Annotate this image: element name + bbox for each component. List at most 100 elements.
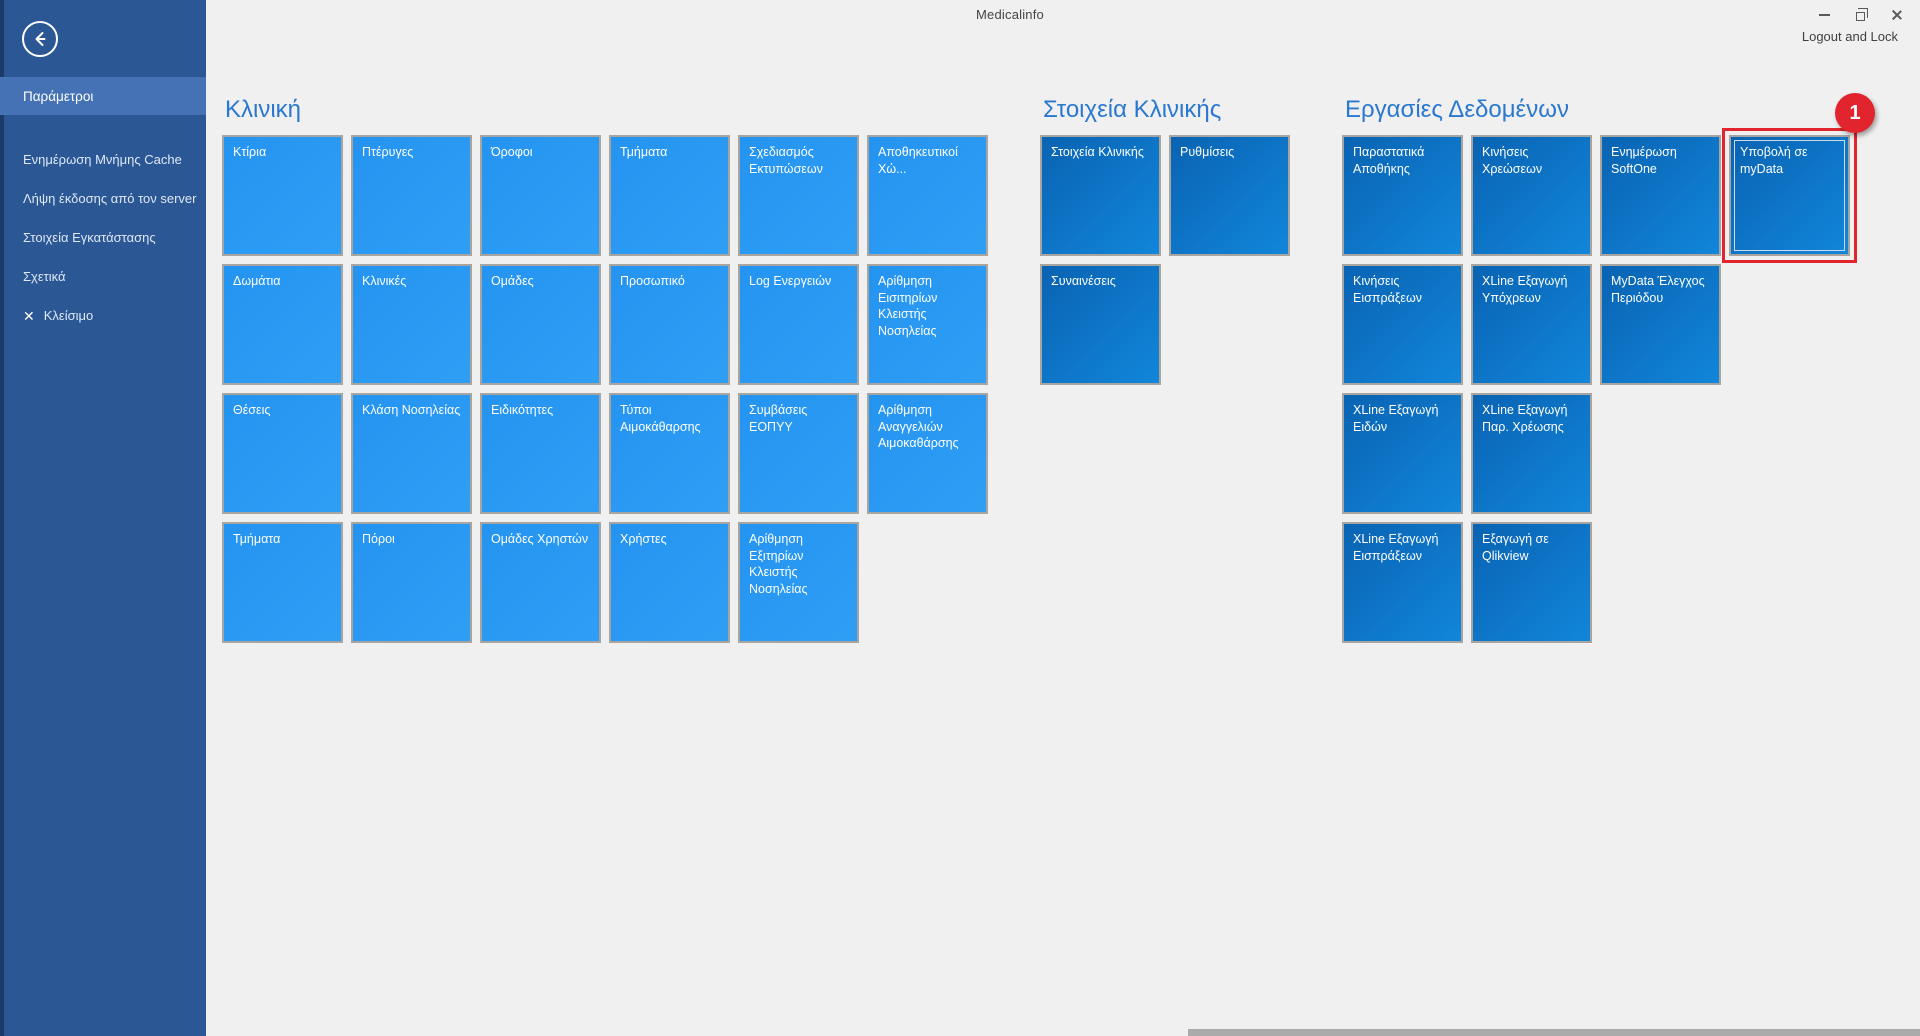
tile[interactable]: Ρυθμίσεις: [1169, 135, 1290, 256]
tile-label: Στοιχεία Κλινικής: [1051, 145, 1144, 159]
tile[interactable]: Αρίθμηση Αναγγελιών Αιμοκαθάρσης: [867, 393, 988, 514]
tile-label: Θέσεις: [233, 403, 271, 417]
back-button[interactable]: [22, 21, 58, 57]
tile-label: Σχεδιασμός Εκτυπώσεων: [749, 145, 823, 176]
tile[interactable]: Τμήματα: [222, 522, 343, 643]
tile[interactable]: Παραστατικά Αποθήκης: [1342, 135, 1463, 256]
tile[interactable]: Θέσεις: [222, 393, 343, 514]
tile[interactable]: Υποβολή σε myData: [1729, 135, 1850, 256]
tile[interactable]: Ενημέρωση SoftOne: [1600, 135, 1721, 256]
tile[interactable]: Ειδικότητες: [480, 393, 601, 514]
group-title: Εργασίες Δεδομένων: [1345, 96, 1569, 123]
tile[interactable]: Αρίθμηση Εισιτηρίων Κλειστής Νοσηλείας: [867, 264, 988, 385]
tile[interactable]: Κτίρια: [222, 135, 343, 256]
tile[interactable]: Αποθηκευτικοί Χώ...: [867, 135, 988, 256]
sidebar-item-label: Στοιχεία Εγκατάστασης: [23, 230, 156, 245]
tile-grid: Στοιχεία Κλινικής Ρυθμίσεις Συναινέσεις: [1040, 135, 1290, 385]
group-title: Κλινική: [225, 96, 302, 123]
tile-label: Ομάδες: [491, 274, 534, 288]
restore-icon: [1855, 8, 1868, 21]
tile-label: Τμήματα: [233, 532, 281, 546]
sidebar-nav: Ενημέρωση Μνήμης Cache Λήψη έκδοσης από τ…: [0, 140, 206, 335]
tile[interactable]: Τύποι Αιμοκάθαρσης: [609, 393, 730, 514]
tile[interactable]: Δωμάτια: [222, 264, 343, 385]
tile-label: Τύποι Αιμοκάθαρσης: [620, 403, 701, 434]
tile[interactable]: Ομάδες: [480, 264, 601, 385]
tile[interactable]: Συμβάσεις ΕΟΠΥΥ: [738, 393, 859, 514]
tile[interactable]: Προσωπικό: [609, 264, 730, 385]
tile[interactable]: Χρήστες: [609, 522, 730, 643]
close-button[interactable]: [1878, 0, 1914, 30]
tile-label: Αρίθμηση Αναγγελιών Αιμοκαθάρσης: [878, 403, 959, 450]
tile-label: Ενημέρωση SoftOne: [1611, 145, 1677, 176]
group-title: Στοιχεία Κλινικής: [1043, 96, 1222, 123]
sidebar-item[interactable]: ✕ Κλείσιμο: [0, 296, 206, 335]
window-controls: [1806, 0, 1914, 30]
minimize-button[interactable]: [1806, 0, 1842, 30]
tile[interactable]: Κλινικές: [351, 264, 472, 385]
tile[interactable]: Log Ενεργειών: [738, 264, 859, 385]
sidebar-item[interactable]: Λήψη έκδοσης από τον server: [0, 179, 206, 218]
tile-label: Παραστατικά Αποθήκης: [1353, 145, 1425, 176]
tile-label: Ομάδες Χρηστών: [491, 532, 589, 546]
logout-and-lock-link[interactable]: Logout and Lock: [1801, 29, 1898, 44]
minimize-icon: [1818, 14, 1830, 16]
horizontal-scrollbar-thumb[interactable]: [1188, 1029, 1920, 1036]
tile-label: Πόροι: [362, 532, 395, 546]
tile-label: Προσωπικό: [620, 274, 685, 288]
sidebar-item-label: Σχετικά: [23, 269, 66, 284]
tile[interactable]: Πόροι: [351, 522, 472, 643]
tile-label: XLine Εξαγωγή Υπόχρεων: [1482, 274, 1568, 305]
arrow-left-icon: [35, 32, 46, 46]
tile[interactable]: Σχεδιασμός Εκτυπώσεων: [738, 135, 859, 256]
tile[interactable]: Ομάδες Χρηστών: [480, 522, 601, 643]
close-icon: [1890, 9, 1902, 21]
tile-label: Αρίθμηση Εισιτηρίων Κλειστής Νοσηλείας: [878, 274, 938, 338]
tile[interactable]: Τμήματα: [609, 135, 730, 256]
restore-button[interactable]: [1842, 0, 1878, 30]
tile-label: Αρίθμηση Εξιτηρίων Κλειστής Νοσηλείας: [749, 532, 808, 596]
tile[interactable]: XLine Εξαγωγή Παρ. Χρέωσης: [1471, 393, 1592, 514]
tile[interactable]: XLine Εξαγωγή Υπόχρεων: [1471, 264, 1592, 385]
tile[interactable]: Συναινέσεις: [1040, 264, 1161, 385]
tile-label: Δωμάτια: [233, 274, 281, 288]
tile[interactable]: Εξαγωγή σε Qlikview: [1471, 522, 1592, 643]
sidebar-item-label: Κλείσιμο: [43, 308, 94, 323]
titlebar: Medicalinfo: [0, 0, 1920, 32]
tile-label: Κινήσεις Χρεώσεων: [1482, 145, 1543, 176]
sidebar-item-label: Λήψη έκδοσης από τον server: [23, 191, 197, 206]
tile[interactable]: Κλάση Νοσηλείας: [351, 393, 472, 514]
group-ergasies-dedomenon: Εργασίες Δεδομένων Παραστατικά Αποθήκης Κ…: [1342, 96, 1850, 643]
tile[interactable]: Αρίθμηση Εξιτηρίων Κλειστής Νοσηλείας: [738, 522, 859, 643]
tile-label: Πτέρυγες: [362, 145, 414, 159]
tile[interactable]: Κινήσεις Χρεώσεων: [1471, 135, 1592, 256]
tile-label: Τμήματα: [620, 145, 668, 159]
sidebar-item-label: Ενημέρωση Μνήμης Cache: [23, 152, 182, 167]
tile[interactable]: XLine Εξαγωγή Ειδών: [1342, 393, 1463, 514]
tile-label: Κτίρια: [233, 145, 267, 159]
tile[interactable]: XLine Εξαγωγή Εισπράξεων: [1342, 522, 1463, 643]
tile[interactable]: Πτέρυγες: [351, 135, 472, 256]
tile-label: Κλινικές: [362, 274, 407, 288]
tile-label: MyData Έλεγχος Περιόδου: [1611, 274, 1705, 305]
tile-label: Αποθηκευτικοί Χώ...: [878, 145, 958, 176]
tile[interactable]: Όροφοι: [480, 135, 601, 256]
tile-label: Κλάση Νοσηλείας: [362, 403, 461, 417]
sidebar-item[interactable]: Στοιχεία Εγκατάστασης: [0, 218, 206, 257]
tile-label: Χρήστες: [620, 532, 667, 546]
tile-label: Συναινέσεις: [1051, 274, 1116, 288]
sidebar: Παράμετροι Ενημέρωση Μνήμης Cache Λήψη έκ…: [0, 0, 206, 1036]
sidebar-item[interactable]: Ενημέρωση Μνήμης Cache: [0, 140, 206, 179]
window-title: Medicalinfo: [976, 7, 1044, 22]
tile-label: Ρυθμίσεις: [1180, 145, 1235, 159]
tile-label: Εξαγωγή σε Qlikview: [1482, 532, 1549, 563]
tile[interactable]: Κινήσεις Εισπράξεων: [1342, 264, 1463, 385]
tile-label: Υποβολή σε myData: [1740, 145, 1808, 176]
group-stoixeia-klinikis: Στοιχεία Κλινικής Στοιχεία Κλινικής Ρυθμί…: [1040, 96, 1290, 385]
tile-label: Συμβάσεις ΕΟΠΥΥ: [749, 403, 808, 434]
tile-label: XLine Εξαγωγή Εισπράξεων: [1353, 532, 1439, 563]
sidebar-item-parametroi[interactable]: Παράμετροι: [0, 77, 206, 115]
tile[interactable]: MyData Έλεγχος Περιόδου: [1600, 264, 1721, 385]
sidebar-item[interactable]: Σχετικά: [0, 257, 206, 296]
tile[interactable]: Στοιχεία Κλινικής: [1040, 135, 1161, 256]
